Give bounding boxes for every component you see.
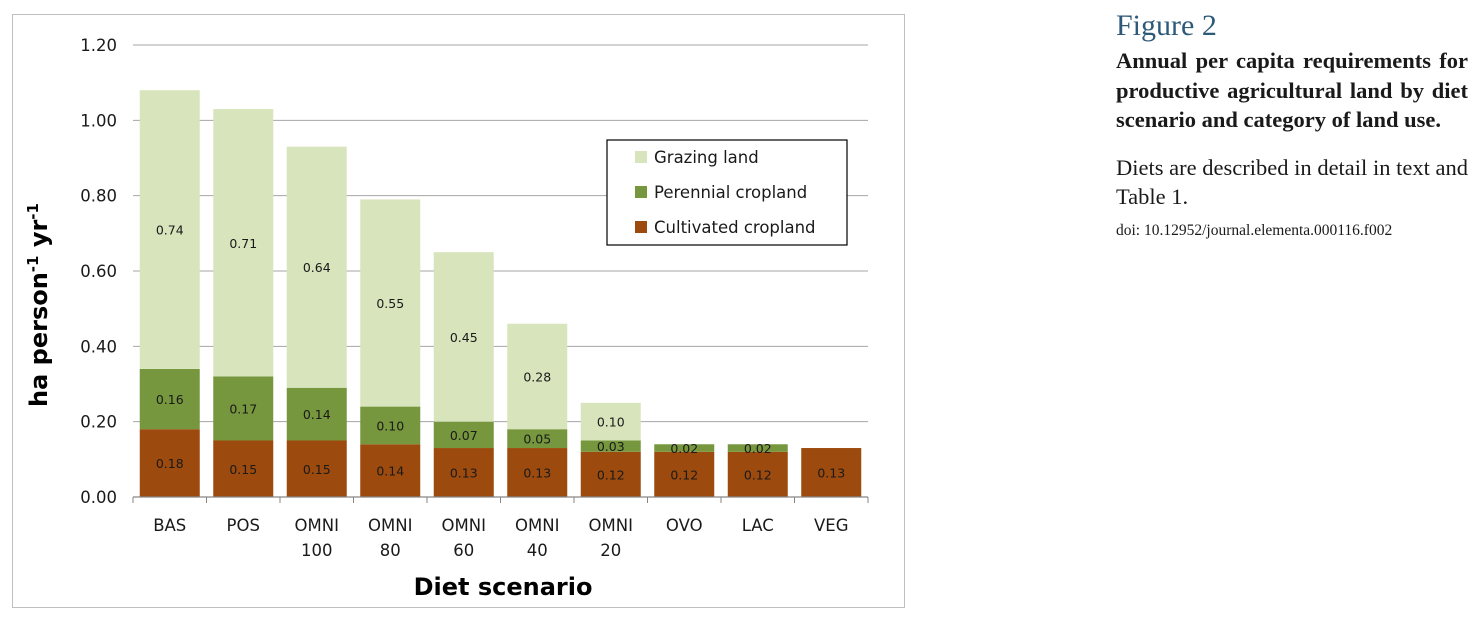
- data-label: 0.14: [376, 464, 404, 479]
- data-label: 0.15: [303, 462, 331, 477]
- y-tick-label: 1.00: [80, 111, 117, 130]
- bar-cultivated-cropland: [727, 451, 788, 497]
- y-tick-label: 0.00: [80, 488, 117, 507]
- data-label: 0.02: [744, 441, 772, 456]
- data-label: 0.12: [744, 467, 772, 482]
- data-label: 0.45: [450, 330, 478, 345]
- legend-items: Grazing land Perennial cropland Cultivated…: [635, 148, 816, 237]
- y-tick-label: 1.20: [80, 36, 117, 55]
- bar-cultivated-cropland: [360, 444, 421, 497]
- x-category-label: 80: [380, 541, 401, 560]
- legend-swatch: [635, 151, 647, 163]
- data-label: 0.18: [156, 456, 184, 471]
- legend-label: Grazing land: [654, 148, 759, 167]
- x-category-label: POS: [227, 516, 260, 535]
- data-label: 0.17: [229, 401, 257, 416]
- data-label: 0.12: [597, 467, 625, 482]
- data-label: 0.05: [523, 432, 551, 447]
- bar-grazing-land: [139, 90, 200, 369]
- data-label: 0.07: [450, 428, 478, 443]
- bar-perennial-cropland: [433, 421, 494, 449]
- bar-perennial-cropland: [213, 376, 274, 441]
- bar-perennial-cropland: [360, 406, 421, 445]
- data-label: 0.74: [156, 223, 184, 238]
- data-label: 0.71: [229, 236, 257, 251]
- bar-cultivated-cropland: [139, 429, 200, 497]
- stacked-bar-chart: 0.18 0.16 0.74 0.15 0.17 0.71 0.15 0.14 0.64 0.14…: [24, 36, 869, 601]
- data-label: 0.28: [523, 369, 551, 384]
- bar-perennial-cropland: [507, 429, 568, 449]
- x-category-label: BAS: [153, 516, 186, 535]
- y-tick-label: 0.20: [80, 413, 117, 432]
- x-category-label: 60: [453, 541, 474, 560]
- data-label: 0.13: [450, 466, 478, 481]
- bar-grazing-land: [580, 402, 641, 441]
- bar-cultivated-cropland: [580, 451, 641, 497]
- data-labels: 0.18 0.16 0.74 0.15 0.17 0.71 0.15 0.14 0.64 0.14…: [156, 223, 845, 483]
- bar-cultivated-cropland: [433, 448, 494, 497]
- legend-swatch: [635, 221, 647, 233]
- y-tick-label: 0.60: [80, 262, 117, 281]
- chart-frame: 0.18 0.16 0.74 0.15 0.17 0.71 0.15 0.14 0.64 0.14…: [12, 14, 905, 608]
- bar-cultivated-cropland: [507, 448, 568, 497]
- bar-grazing-land: [507, 323, 568, 430]
- data-label: 0.64: [303, 260, 331, 275]
- figure-heading: Annual per capita requirements for produ…: [1116, 48, 1468, 132]
- data-label: 0.14: [303, 407, 331, 422]
- data-label: 0.03: [597, 439, 625, 454]
- bars: [139, 90, 862, 497]
- bar-perennial-cropland: [580, 440, 641, 452]
- x-category-label: 40: [527, 541, 548, 560]
- data-label: 0.12: [670, 467, 698, 482]
- x-category-label: OMNI: [589, 516, 633, 535]
- x-category-label: OMNI: [295, 516, 339, 535]
- data-label: 0.10: [597, 415, 625, 430]
- legend: Grazing land Perennial cropland Cultivated…: [606, 139, 848, 246]
- bar-grazing-land: [360, 199, 421, 407]
- y-axis-title-base: ha person: [25, 272, 53, 407]
- bar-perennial-cropland: [286, 387, 347, 441]
- y-axis-title-mid: yr: [25, 220, 53, 256]
- figure-description: Diets are described in detail in text an…: [1116, 154, 1468, 210]
- bar-grazing-land: [433, 252, 494, 422]
- data-label: 0.55: [376, 296, 404, 311]
- data-label: 0.16: [156, 392, 184, 407]
- x-category-label: OMNI: [368, 516, 412, 535]
- data-label: 0.02: [670, 441, 698, 456]
- data-label: 0.13: [523, 466, 551, 481]
- data-label: 0.15: [229, 462, 257, 477]
- x-category-label: OMNI: [515, 516, 559, 535]
- data-label: 0.10: [376, 418, 404, 433]
- x-category-label: 100: [301, 541, 333, 560]
- figure-doi: doi: 10.12952/journal.elementa.000116.f0…: [1116, 221, 1393, 239]
- bar-cultivated-cropland: [286, 440, 347, 497]
- y-axis-title-sup2: -1: [24, 203, 42, 220]
- bar-perennial-cropland: [654, 444, 715, 452]
- y-axis-title: ha person-1 yr-1: [24, 203, 53, 407]
- bar-perennial-cropland: [727, 444, 788, 452]
- figure-caption: Figure 2 Annual per capita requirements …: [1116, 8, 1468, 240]
- x-category-label: LAC: [742, 516, 774, 535]
- figure-label: Figure 2: [1116, 9, 1217, 42]
- data-label: 0.13: [817, 466, 845, 481]
- x-axis-title: Diet scenario: [414, 573, 593, 601]
- bar-cultivated-cropland: [801, 448, 862, 497]
- bar-grazing-land: [286, 146, 347, 388]
- y-tick-label: 0.80: [80, 187, 117, 206]
- axes: 0.00 0.20 0.40 0.60 0.80 1.00 1.20 BAS POS OMNI 10…: [80, 36, 869, 560]
- x-category-label: OVO: [666, 516, 703, 535]
- bar-perennial-cropland: [139, 368, 200, 430]
- x-category-label: OMNI: [442, 516, 486, 535]
- y-tick-label: 0.40: [80, 337, 117, 356]
- legend-swatch: [635, 186, 647, 198]
- bar-cultivated-cropland: [654, 451, 715, 497]
- legend-label: Cultivated cropland: [654, 218, 816, 237]
- y-axis-title-sup1: -1: [24, 256, 42, 273]
- x-category-label: VEG: [814, 516, 849, 535]
- bar-grazing-land: [213, 109, 274, 377]
- legend-label: Perennial cropland: [654, 183, 807, 202]
- x-category-label: 20: [600, 541, 621, 560]
- bar-cultivated-cropland: [213, 440, 274, 497]
